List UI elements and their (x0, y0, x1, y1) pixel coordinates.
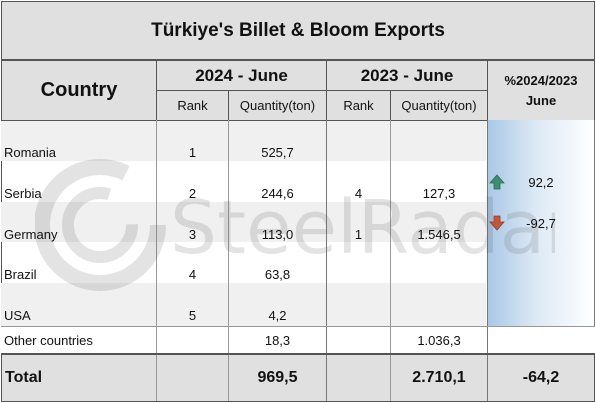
rank-2024-cell: 1 (188, 144, 197, 160)
rank-2023-cell: 4 (354, 185, 363, 201)
column-divider (326, 327, 327, 353)
pct-change-header: %2024/2023 June (487, 60, 595, 121)
country-cell: Serbia (4, 185, 42, 201)
column-divider (228, 355, 229, 401)
total-quantity-2024: 969,5 (257, 369, 298, 386)
arrow-up-icon (489, 174, 505, 190)
quantity-2023-cell: 127,3 (422, 185, 456, 201)
country-cell: USA (4, 307, 31, 323)
country-cell: Romania (4, 144, 57, 160)
country-cell: Brazil (4, 266, 37, 282)
total-label: Total (5, 369, 43, 386)
column-divider (487, 327, 488, 353)
table-title: Türkiye's Billet & Bloom Exports (1, 1, 595, 60)
column-divider (156, 120, 157, 326)
quantity-2024-cell: 244,6 (261, 185, 294, 201)
pct-header-line2: June (525, 92, 557, 108)
pct-change-cell: -92,7 (526, 215, 556, 231)
quantity-2024-cell: 113,0 (261, 226, 294, 242)
column-divider (156, 327, 157, 353)
row-stripe (1, 283, 486, 326)
rank-2023-cell: 1 (354, 226, 363, 242)
column-divider (326, 355, 327, 401)
quantity-2024-cell: 63,8 (264, 266, 291, 282)
rank-2024-cell: 2 (188, 185, 197, 201)
column-divider (326, 120, 327, 326)
group-header-2024: 2024 - June (156, 60, 327, 91)
quantity-header-2023: Quantity(ton) (390, 90, 488, 121)
other-countries-row (1, 326, 595, 354)
column-divider (390, 355, 391, 401)
column-divider (156, 355, 157, 401)
arrow-down-icon (489, 215, 505, 231)
column-divider (390, 327, 391, 353)
other-quantity-2023: 1.036,3 (417, 332, 461, 348)
rank-2024-cell: 3 (188, 226, 197, 242)
pct-change-cell: 92,2 (528, 174, 554, 190)
quantity-header-2024: Quantity(ton) (228, 90, 327, 121)
total-row (1, 354, 595, 402)
country-cell: Germany (4, 226, 58, 242)
column-divider (487, 355, 488, 401)
rank-header-2024: Rank (156, 90, 229, 121)
column-divider (228, 327, 229, 353)
total-pct-change: -64,2 (522, 369, 560, 386)
country-header: Country (1, 60, 157, 121)
column-divider (228, 120, 229, 326)
column-divider (390, 120, 391, 326)
group-header-2023: 2023 - June (326, 60, 488, 91)
rank-header-2023: Rank (326, 90, 391, 121)
total-quantity-2023: 2.710,1 (412, 369, 466, 386)
other-quantity-2024: 18,3 (264, 332, 291, 348)
quantity-2023-cell: 1.546,5 (417, 226, 461, 242)
quantity-2024-cell: 525,7 (261, 144, 294, 160)
row-stripe (1, 202, 486, 242)
quantity-2024-cell: 4,2 (268, 307, 287, 323)
pct-change-column (487, 120, 595, 326)
row-stripe (1, 121, 486, 161)
other-countries-label: Other countries (4, 332, 93, 348)
pct-header-line1: %2024/2023 (504, 72, 578, 88)
rank-2024-cell: 4 (188, 266, 197, 282)
rank-2024-cell: 5 (188, 307, 197, 323)
